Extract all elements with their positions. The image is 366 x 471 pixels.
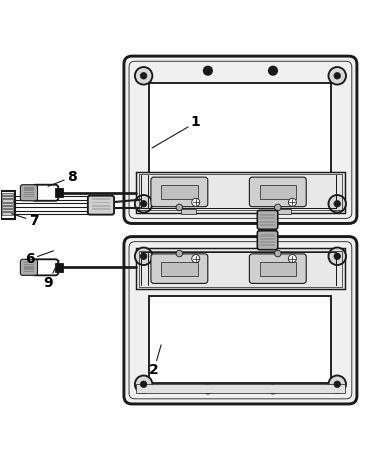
Bar	[92, 202, 110, 203]
Circle shape	[328, 248, 346, 265]
Bar	[181, 209, 196, 214]
Bar	[55, 262, 63, 272]
Circle shape	[334, 201, 340, 207]
Bar	[2, 196, 13, 198]
Circle shape	[204, 67, 212, 75]
Circle shape	[274, 250, 281, 257]
Bar	[259, 261, 296, 276]
Circle shape	[328, 195, 346, 212]
Bar	[24, 262, 34, 263]
Circle shape	[176, 250, 183, 257]
Circle shape	[288, 198, 296, 206]
Bar	[92, 198, 110, 200]
Text: 1: 1	[152, 115, 201, 148]
Bar	[24, 264, 34, 266]
Bar	[2, 203, 13, 205]
Circle shape	[334, 253, 340, 260]
Bar	[263, 214, 272, 246]
FancyBboxPatch shape	[33, 260, 58, 276]
Bar	[260, 241, 275, 243]
FancyBboxPatch shape	[33, 185, 58, 201]
Bar	[260, 235, 275, 236]
FancyBboxPatch shape	[124, 236, 357, 404]
Bar	[2, 209, 13, 211]
Bar	[1, 191, 15, 219]
Bar	[138, 174, 342, 211]
Circle shape	[328, 67, 346, 85]
Circle shape	[328, 375, 346, 393]
Bar	[260, 220, 275, 223]
Bar	[92, 205, 110, 207]
Circle shape	[135, 248, 152, 265]
Circle shape	[334, 73, 340, 79]
Circle shape	[176, 204, 183, 211]
Bar	[149, 296, 331, 383]
Circle shape	[334, 381, 340, 388]
Bar	[24, 194, 34, 195]
FancyBboxPatch shape	[124, 56, 357, 223]
Circle shape	[204, 385, 212, 393]
Circle shape	[135, 195, 152, 212]
Bar	[260, 217, 275, 219]
Bar	[136, 248, 344, 289]
FancyBboxPatch shape	[20, 260, 38, 276]
Text: 9: 9	[43, 260, 59, 290]
FancyBboxPatch shape	[151, 254, 208, 284]
Bar	[55, 188, 63, 197]
Circle shape	[269, 385, 277, 393]
Bar	[2, 206, 13, 208]
Bar	[2, 212, 13, 215]
Circle shape	[140, 253, 147, 260]
FancyBboxPatch shape	[88, 195, 114, 215]
FancyBboxPatch shape	[151, 177, 208, 207]
Bar	[2, 193, 13, 195]
FancyBboxPatch shape	[257, 211, 278, 229]
Bar	[24, 196, 34, 197]
FancyBboxPatch shape	[20, 185, 38, 201]
Bar	[260, 224, 275, 226]
FancyBboxPatch shape	[249, 254, 306, 284]
Circle shape	[288, 255, 296, 263]
Bar	[24, 266, 34, 268]
Bar	[161, 185, 198, 199]
Bar	[2, 199, 13, 202]
Circle shape	[140, 73, 147, 79]
Text: 2: 2	[149, 345, 161, 377]
FancyBboxPatch shape	[249, 177, 306, 207]
Text: 8: 8	[48, 170, 76, 186]
Bar	[149, 83, 331, 173]
FancyBboxPatch shape	[257, 231, 278, 250]
Circle shape	[192, 255, 200, 263]
Text: 7: 7	[12, 214, 38, 228]
Bar	[92, 208, 110, 210]
Circle shape	[192, 198, 200, 206]
Circle shape	[140, 201, 147, 207]
Bar	[161, 261, 198, 276]
Bar	[24, 189, 34, 191]
Circle shape	[135, 375, 152, 393]
Bar	[259, 185, 296, 199]
Circle shape	[274, 204, 281, 211]
Bar	[136, 171, 344, 212]
Bar	[136, 384, 344, 393]
Bar	[24, 192, 34, 193]
Bar	[276, 209, 291, 214]
Bar	[260, 244, 275, 246]
Bar	[260, 238, 275, 240]
Circle shape	[135, 67, 152, 85]
Bar	[260, 214, 275, 216]
Bar	[24, 271, 34, 272]
Text: 6: 6	[25, 251, 53, 266]
Circle shape	[269, 67, 277, 75]
Bar	[24, 187, 34, 189]
Bar	[24, 268, 34, 270]
Bar	[138, 251, 342, 287]
Circle shape	[140, 381, 147, 388]
